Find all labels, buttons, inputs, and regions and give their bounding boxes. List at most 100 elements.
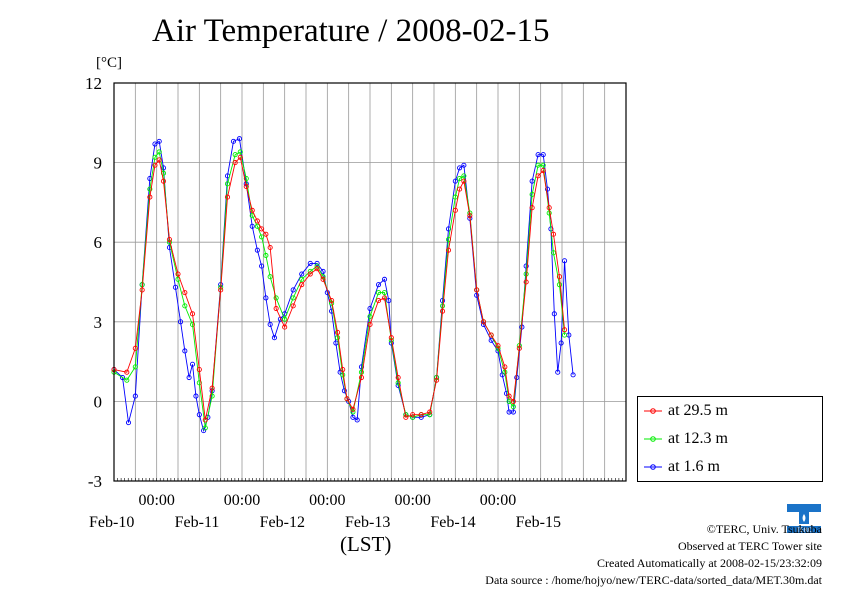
data-point-1 <box>457 186 463 192</box>
data-point-1 <box>452 207 458 213</box>
data-point-1 <box>209 385 215 391</box>
series-line-1 <box>113 156 566 421</box>
data-point-3 <box>488 337 494 343</box>
data-point-2 <box>189 321 196 328</box>
data-point-3 <box>230 138 237 144</box>
data-point-2 <box>535 162 541 168</box>
data-point-3 <box>551 311 557 317</box>
data-point-1 <box>395 374 401 381</box>
data-point-1 <box>335 329 341 335</box>
data-point-2 <box>556 282 562 288</box>
data-point-2 <box>152 154 158 160</box>
data-point-2 <box>267 274 273 280</box>
data-point-2 <box>196 380 202 386</box>
x-tick-time-label: 00:00 <box>224 492 260 509</box>
series-lines <box>111 136 576 434</box>
svg-text:TERC: TERC <box>795 527 812 534</box>
data-point-1 <box>488 332 494 338</box>
data-point-3 <box>457 165 463 171</box>
x-tick-time-label: 00:00 <box>309 492 345 509</box>
terc-logo: TERC <box>787 504 821 534</box>
data-point-1 <box>344 396 350 402</box>
data-point-2 <box>546 210 552 216</box>
data-point-1 <box>224 194 231 200</box>
data-point-1 <box>340 367 346 373</box>
data-point-3 <box>452 178 458 184</box>
data-point-1 <box>418 412 424 418</box>
data-point-2 <box>340 372 346 378</box>
y-tick-label: 3 <box>94 313 103 332</box>
data-point-2 <box>452 194 458 200</box>
data-point-2 <box>254 223 260 229</box>
data-point-2 <box>282 316 288 322</box>
data-point-2 <box>237 149 243 155</box>
data-point-1 <box>263 231 269 237</box>
data-point-2 <box>550 250 557 256</box>
data-point-3 <box>193 393 199 399</box>
data-point-1 <box>480 319 487 325</box>
data-point-3 <box>249 223 255 229</box>
data-point-3 <box>263 295 269 301</box>
data-point-2 <box>290 295 296 301</box>
data-point-1 <box>516 345 522 351</box>
legend-item-3: at 1.6 m <box>644 456 720 478</box>
data-point-3 <box>499 372 505 378</box>
data-point-2 <box>461 173 467 179</box>
x-tick-date-label: Feb-15 <box>516 514 561 531</box>
legend-item-2: at 12.3 m <box>644 428 728 450</box>
data-point-1 <box>403 414 409 420</box>
data-point-1 <box>474 287 480 293</box>
data-point-2 <box>124 377 130 383</box>
data-point-1 <box>299 282 305 288</box>
data-point-3 <box>254 247 260 253</box>
data-point-1 <box>535 173 541 179</box>
data-point-3 <box>299 271 305 277</box>
data-point-2 <box>523 271 529 277</box>
data-point-1 <box>132 345 138 351</box>
data-point-2 <box>259 234 265 240</box>
data-point-1 <box>156 157 162 163</box>
data-point-3 <box>386 298 392 304</box>
data-point-1 <box>523 279 529 285</box>
data-point-1 <box>410 412 416 418</box>
data-point-2 <box>224 181 231 187</box>
data-point-3 <box>555 369 561 375</box>
data-point-1 <box>562 327 568 333</box>
chart-title: Air Temperature / 2008-02-15 <box>152 13 550 49</box>
data-point-3 <box>271 335 277 341</box>
data-point-1 <box>434 377 440 383</box>
data-point-2 <box>502 369 508 375</box>
data-point-3 <box>182 348 188 354</box>
data-point-1 <box>506 393 512 399</box>
data-point-2 <box>160 170 167 176</box>
data-point-3 <box>156 138 162 144</box>
data-point-2 <box>410 414 416 420</box>
y-tick-label: 0 <box>94 392 103 411</box>
data-point-1 <box>307 271 313 277</box>
data-point-2 <box>132 364 138 370</box>
data-point-1 <box>259 226 265 232</box>
data-point-3 <box>196 412 202 418</box>
data-point-1 <box>540 168 546 174</box>
data-point-1 <box>467 213 473 219</box>
data-point-1 <box>166 236 173 243</box>
data-point-1 <box>510 398 516 404</box>
data-point-2 <box>375 290 382 296</box>
data-point-1 <box>267 244 273 251</box>
data-point-1 <box>375 298 382 304</box>
data-point-3 <box>367 305 373 312</box>
data-point-2 <box>381 290 388 296</box>
data-point-1 <box>273 305 279 312</box>
data-point-3 <box>132 393 138 399</box>
data-point-1 <box>232 160 238 166</box>
data-point-1 <box>381 295 388 301</box>
data-point-1 <box>550 231 557 237</box>
data-point-2 <box>562 332 568 338</box>
series-line-2 <box>113 150 566 429</box>
data-point-1 <box>367 321 373 328</box>
data-point-2 <box>273 295 279 301</box>
x-tick-date-label: Feb-13 <box>345 514 390 531</box>
data-point-1 <box>556 274 562 280</box>
data-point-1 <box>175 271 181 277</box>
